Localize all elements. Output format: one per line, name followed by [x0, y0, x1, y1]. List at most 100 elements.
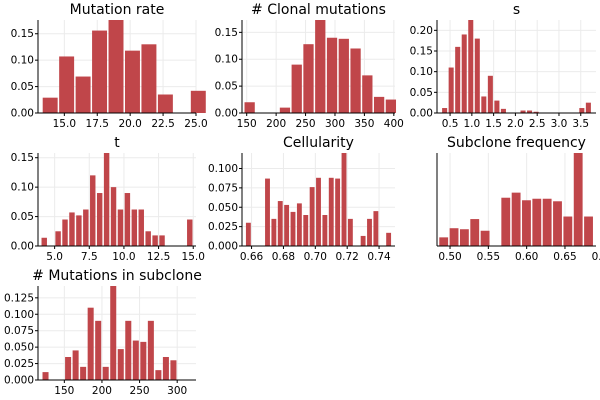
histogram-bar [449, 228, 459, 246]
y-tick-label: 0.15 [215, 27, 238, 39]
histogram-bar [386, 232, 392, 246]
histogram-bar [527, 110, 533, 113]
y-tick-label: 0.00 [11, 241, 34, 253]
histogram-bar [155, 370, 162, 380]
histogram-bar [110, 187, 117, 246]
histogram-bar [103, 153, 110, 246]
histogram-bar [162, 356, 169, 380]
histogram-bar [315, 20, 326, 113]
histogram-bar [338, 38, 349, 113]
panel-title: s [513, 2, 520, 18]
histogram-bar [385, 99, 397, 113]
histogram-bar [487, 75, 493, 113]
histogram-bar [284, 204, 290, 246]
histogram-bar [187, 219, 193, 246]
y-tick-label: 0.15 [11, 28, 34, 40]
panel-s: 0.5 1.0 1.5 2.0 2.5 3.0 3.5 0.00 0.05 0.10 0.15 0.2… [410, 2, 596, 130]
histogram-bar [110, 286, 117, 380]
histogram-bar [573, 153, 583, 246]
histogram-bar [448, 67, 454, 113]
x-tick-label: 1.5 [485, 118, 502, 130]
histogram-bar [76, 215, 82, 246]
y-tick-label: 0.050 [4, 342, 34, 354]
panel-title: Subclone frequency [447, 135, 586, 151]
histogram-bar [360, 235, 366, 246]
x-tick-label: 0.50 [438, 251, 461, 263]
histogram-bar [501, 197, 511, 246]
y-tick-label: 0.025 [208, 221, 238, 233]
x-tick-label: 0.55 [477, 251, 500, 263]
y-tick-label: 0.00 [11, 108, 34, 120]
x-tick-label: 5.0 [46, 251, 63, 263]
histogram-bar [279, 107, 291, 113]
histogram-bar [362, 75, 373, 113]
histogram-bar [494, 100, 500, 113]
histogram-bar [326, 37, 338, 113]
y-tick-label: 0.10 [11, 182, 34, 194]
x-tick-label: 0.74 [367, 251, 391, 263]
histogram-bar [335, 178, 341, 246]
histogram-bar [442, 108, 448, 113]
histogram-bar [62, 219, 68, 246]
x-tick-label: 150 [237, 118, 257, 130]
panel-clonal-mutations: 150 200 250 300 350 400 0.00 0.05 0.10 0.15 # Clon… [215, 2, 404, 130]
histogram-bar [532, 198, 542, 246]
histogram-bar [439, 237, 449, 246]
histogram-bar [190, 90, 206, 113]
x-tick-label: 2.0 [507, 118, 524, 130]
histogram-bar [140, 341, 147, 380]
histogram-bar [303, 44, 314, 113]
histogram-bar [265, 178, 270, 246]
histogram-bar [500, 108, 506, 113]
x-tick-label: 17.5 [86, 118, 109, 130]
histogram-bar [296, 203, 302, 246]
histogram-bar [72, 350, 79, 380]
histogram-bar [42, 97, 58, 113]
histogram-bar [579, 108, 585, 113]
histogram-bar [83, 209, 89, 246]
histogram-bar [108, 20, 124, 113]
histogram-bar [145, 231, 151, 246]
x-tick-label: 0.70 [592, 251, 600, 263]
y-tick-label: 0.125 [4, 292, 34, 304]
histogram-bar [481, 96, 487, 113]
x-tick-label: 250 [296, 118, 316, 130]
y-tick-label: 0.000 [4, 375, 34, 387]
histogram-bar [124, 50, 140, 113]
histogram-bar [117, 209, 124, 246]
histogram-bar [277, 201, 283, 246]
histogram-bar [522, 200, 531, 246]
histogram-bar [124, 193, 131, 246]
histogram-bar [303, 215, 309, 246]
y-tick-label: 0.05 [11, 81, 34, 93]
y-tick-label: 0.075 [4, 325, 34, 337]
histogram-bar [271, 218, 277, 246]
x-tick-label: 300 [325, 118, 345, 130]
histogram-bar [584, 216, 593, 246]
histogram-bar [65, 356, 72, 380]
histogram-bar [563, 216, 573, 246]
y-tick-label: 0.05 [410, 87, 433, 99]
x-tick-label: 2.5 [529, 118, 546, 130]
histogram-bar [291, 64, 302, 113]
histogram-bar [290, 211, 296, 246]
x-tick-label: 1.0 [463, 118, 480, 130]
x-tick-label: 15.0 [182, 251, 205, 263]
x-tick-label: 7.5 [81, 251, 98, 263]
y-tick-label: 0.20 [410, 25, 433, 37]
histogram-bar [159, 235, 165, 246]
x-tick-label: 150 [54, 385, 74, 397]
histogram-bar [42, 372, 49, 380]
panel-subclone-frequency: 0.50 0.55 0.60 0.65 0.70 Subclone frequency [436, 135, 600, 263]
x-tick-label: 22.5 [151, 118, 174, 130]
histogram-bar [141, 44, 157, 113]
y-tick-label: 0.10 [11, 55, 34, 67]
histogram-bar [455, 46, 461, 113]
x-tick-label: 20.0 [118, 118, 141, 130]
x-tick-label: 0.65 [553, 251, 576, 263]
histogram-bar [147, 320, 154, 380]
histogram-bar [470, 219, 480, 246]
histogram-bar [90, 175, 96, 246]
histogram-bar [520, 110, 526, 113]
histogram-bar [347, 218, 353, 246]
